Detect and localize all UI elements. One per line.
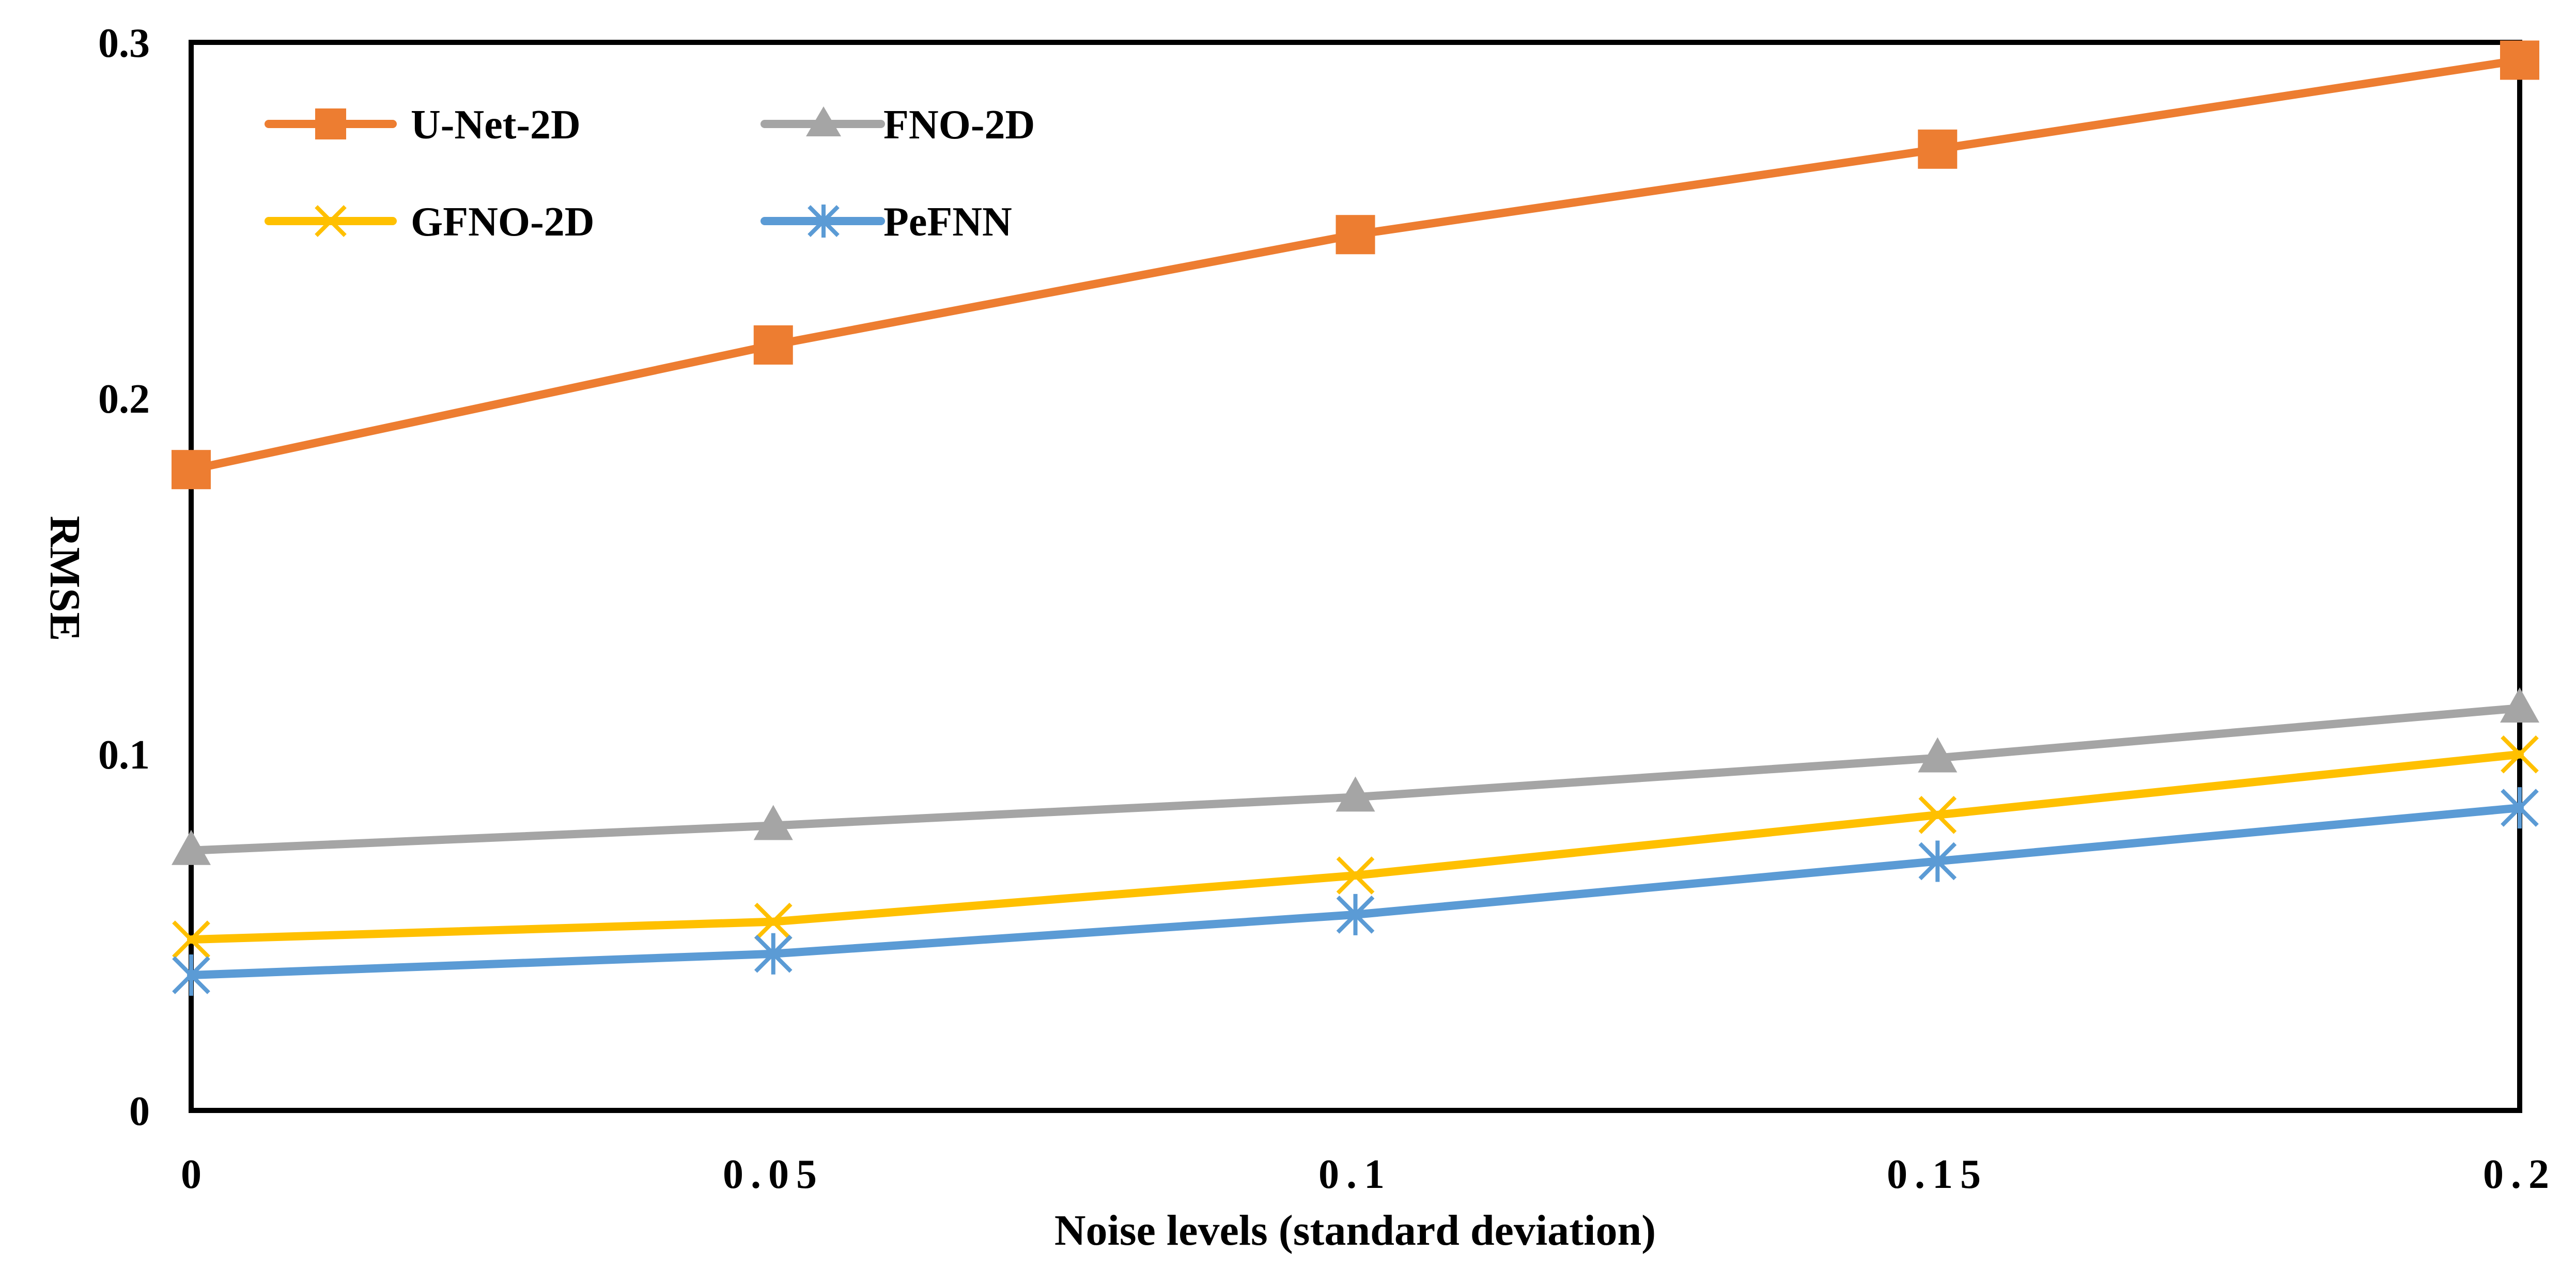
data-point-unet-0	[172, 450, 211, 490]
data-point-gfno-4	[2501, 735, 2539, 774]
y-axis-ticks: 0 0.1 0.2 0.3	[98, 21, 150, 1134]
data-point-pefnn-3	[1918, 840, 1957, 882]
data-point-unet-1	[753, 325, 793, 365]
y-tick-label: 0.3	[98, 21, 150, 66]
legend-marker-fno	[806, 106, 841, 136]
data-point-gfno-0	[172, 920, 210, 959]
data-point-fno-2	[1336, 776, 1375, 812]
legend-entry-unet: U-Net-2D	[265, 102, 581, 148]
legend-label-fno: FNO-2D	[883, 102, 1035, 148]
x-axis-title: Noise levels (standard deviation)	[1054, 1206, 1656, 1255]
y-tick-label: 0	[129, 1089, 150, 1134]
legend-entry-pefnn: PeFNN	[761, 199, 1012, 245]
x-tick-label: 0.15	[1887, 1152, 1988, 1197]
x-tick-label: 0	[181, 1152, 201, 1197]
x-tick-label: 0.2	[2483, 1152, 2556, 1197]
legend-label-pefnn: PeFNN	[883, 199, 1012, 245]
legend-label-unet: U-Net-2D	[411, 102, 581, 148]
legend: U-Net-2D FNO-2D GFNO-2D PeFNN	[265, 102, 1035, 245]
data-point-unet-3	[1918, 129, 1958, 169]
data-point-pefnn-1	[754, 933, 793, 975]
data-point-fno-1	[753, 805, 793, 840]
data-point-fno-3	[1918, 737, 1958, 773]
data-point-unet-2	[1336, 215, 1375, 255]
legend-marker-gfno	[315, 205, 347, 237]
data-point-pefnn-4	[2501, 787, 2539, 829]
y-axis-title: RMSE	[41, 516, 89, 641]
y-tick-label: 0.1	[98, 732, 150, 778]
y-tick-label: 0.2	[98, 377, 150, 422]
data-point-gfno-3	[1918, 796, 1957, 834]
data-point-gfno-2	[1336, 856, 1375, 895]
legend-label-gfno: GFNO-2D	[411, 199, 595, 245]
data-point-pefnn-2	[1336, 894, 1375, 935]
data-point-fno-4	[2500, 687, 2539, 723]
legend-entry-fno: FNO-2D	[761, 102, 1035, 148]
x-tick-label: 0.1	[1318, 1152, 1392, 1197]
data-point-pefnn-0	[172, 954, 210, 996]
plot-area-frame	[189, 40, 2522, 1113]
x-tick-label: 0.05	[723, 1152, 824, 1197]
data-point-gfno-1	[754, 902, 793, 941]
data-point-unet-4	[2500, 40, 2539, 80]
legend-entry-gfno: GFNO-2D	[265, 199, 595, 245]
data-point-fno-0	[172, 829, 211, 865]
legend-marker-unet	[315, 108, 346, 139]
x-axis-ticks: 0 0.05 0.1 0.15 0.2	[181, 1152, 2556, 1197]
legend-marker-pefnn	[808, 205, 840, 238]
series-layer	[172, 40, 2539, 996]
